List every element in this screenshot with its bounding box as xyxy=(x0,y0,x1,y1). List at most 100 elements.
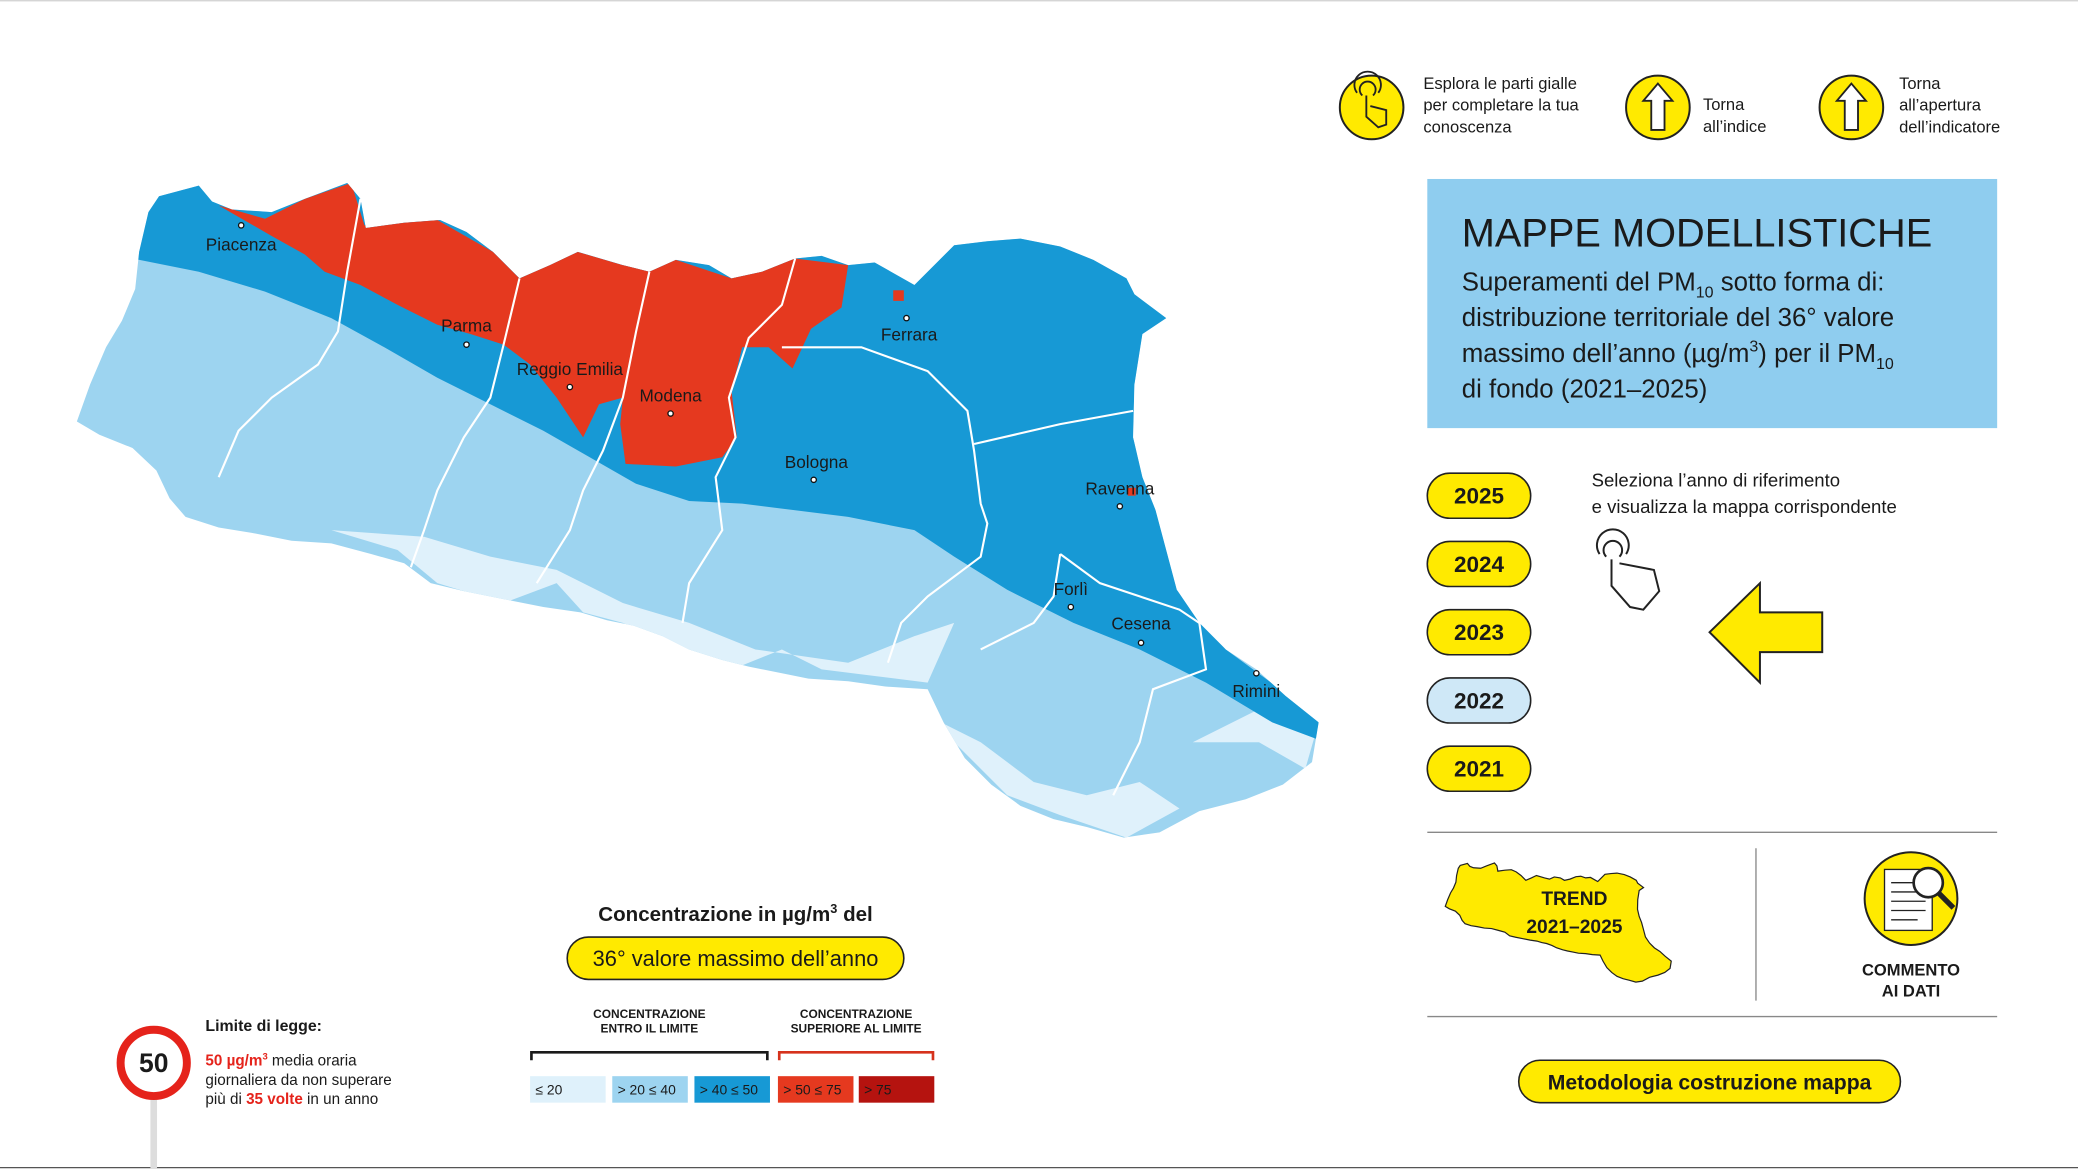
panel-subtitle: di fondo (2021–2025) xyxy=(1462,376,1708,404)
nav-label: all’indice xyxy=(1703,117,1766,136)
method-pill xyxy=(1517,1059,1902,1104)
map-layers xyxy=(79,182,1319,838)
year-pill xyxy=(1426,608,1532,656)
hand-icon xyxy=(1353,70,1388,129)
text-part: 3 xyxy=(262,1051,267,1062)
year-pill xyxy=(1426,677,1532,724)
magnifier xyxy=(1912,866,1945,899)
year-button[interactable]: 2022 xyxy=(1426,677,1532,724)
text-part: giornaliera da non superare xyxy=(205,1072,391,1089)
method-button[interactable]: Metodologia costruzione mappa xyxy=(1517,1059,1902,1104)
nav-label: all’apertura xyxy=(1899,96,1982,115)
year-button[interactable]: 2025 xyxy=(1426,472,1532,520)
comment-link[interactable] xyxy=(1863,851,1959,946)
text-part: massimo dell’anno (µg/m xyxy=(1462,340,1750,368)
text-part: in un anno xyxy=(303,1091,378,1108)
panel-subtitle: Superamenti del PM10 sotto forma di: xyxy=(1462,268,1885,301)
legend-class-label: > 40 ≤ 50 xyxy=(700,1082,759,1098)
instruction: Seleziona l’anno di riferimento xyxy=(1592,469,1840,490)
city-dot xyxy=(566,383,574,391)
text-part: distribuzione territoriale del 36° valor… xyxy=(1462,304,1894,332)
year-pill xyxy=(1426,745,1532,793)
text-part: sotto forma di: xyxy=(1714,268,1885,296)
city-label: Bologna xyxy=(785,452,849,472)
legend-group-label: CONCENTRAZIONE xyxy=(800,1007,913,1021)
city-dot xyxy=(667,410,674,417)
city-dot xyxy=(1137,639,1145,647)
border xyxy=(535,271,651,584)
year-button[interactable]: 2023 xyxy=(1426,608,1532,656)
legend-group-label: SUPERIORE AL LIMITE xyxy=(791,1021,922,1035)
legend-class-label: > 50 ≤ 75 xyxy=(783,1082,842,1098)
year-label: 2022 xyxy=(1454,688,1504,713)
nav-label: Esplora le parti gialle xyxy=(1423,74,1577,93)
nav-label: Torna xyxy=(1899,74,1941,93)
text-part: più di xyxy=(205,1091,246,1108)
nav-label: per completare la tua xyxy=(1423,96,1579,115)
high-cell xyxy=(1127,487,1136,496)
up-arrow xyxy=(1834,82,1868,131)
legend-heading: Concentrazione in µg/m3 del xyxy=(598,901,872,926)
document-lines xyxy=(1891,882,1926,921)
nav-explore[interactable] xyxy=(1338,70,1405,141)
title-panel xyxy=(1427,178,1998,429)
border xyxy=(781,346,989,664)
high-cell xyxy=(893,290,904,301)
city-dot xyxy=(463,341,470,348)
nav-index[interactable] xyxy=(1625,74,1691,141)
city-dot xyxy=(1067,603,1075,611)
city-dot xyxy=(237,222,245,229)
legend-swatch xyxy=(612,1076,688,1103)
year-label: 2021 xyxy=(1454,757,1504,782)
bracket xyxy=(777,1050,935,1061)
text-part: ) per il PM xyxy=(1758,340,1876,368)
legend-swatch xyxy=(858,1076,935,1103)
legend-group-label: ENTRO IL LIMITE xyxy=(601,1021,699,1035)
border xyxy=(973,409,1134,446)
nav-label: dell’indicatore xyxy=(1899,118,2000,137)
year-button[interactable]: 2024 xyxy=(1426,540,1532,588)
year-button[interactable]: 2021 xyxy=(1426,745,1532,793)
year-label: 2025 xyxy=(1454,484,1504,509)
text-part: Concentrazione in µg/m xyxy=(598,903,830,926)
comment-label: AI DATI xyxy=(1882,982,1941,1001)
city-label: Rimini xyxy=(1232,681,1280,701)
method-label: Metodologia costruzione mappa xyxy=(1548,1071,1872,1094)
city-label: Reggio Emilia xyxy=(517,359,624,379)
legend-swatch xyxy=(530,1076,606,1103)
limit-sign xyxy=(116,1025,191,1101)
city-dot xyxy=(903,314,910,322)
text-part: 10 xyxy=(1696,284,1714,302)
panel-subtitle: distribuzione territoriale del 36° valor… xyxy=(1462,304,1894,332)
province-borders xyxy=(217,198,1208,796)
low-zone xyxy=(927,715,1180,838)
panel-title: MAPPE MODELLISTICHE xyxy=(1462,212,1932,256)
nav-opening[interactable] xyxy=(1818,74,1885,141)
year-label: 2023 xyxy=(1454,620,1504,645)
legend-class-label: ≤ 20 xyxy=(535,1082,562,1098)
legend-class-label: > 20 ≤ 40 xyxy=(618,1082,677,1098)
nav-label: conoscenza xyxy=(1423,118,1512,137)
up-arrow xyxy=(1641,82,1675,131)
magnifier-handle xyxy=(1936,891,1956,910)
border xyxy=(980,553,1062,651)
city-label: Forlì xyxy=(1054,579,1088,599)
text-part: 50 µg/m xyxy=(205,1053,262,1070)
city-label: Parma xyxy=(441,315,492,335)
legend-swatch xyxy=(777,1076,854,1103)
legend-pill xyxy=(566,936,905,981)
limit-text: più di 35 volte in un anno xyxy=(205,1091,378,1108)
comment-label: COMMENTO xyxy=(1862,960,1960,979)
border xyxy=(217,198,362,478)
city-label: Piacenza xyxy=(206,235,277,255)
high-zone xyxy=(218,182,849,467)
year-pill xyxy=(1426,472,1532,520)
trend-label: TREND xyxy=(1541,889,1607,910)
nav-label: Torna xyxy=(1703,95,1745,114)
text-part: media oraria xyxy=(268,1053,357,1070)
nav-icon xyxy=(1338,74,1405,141)
text-part: del xyxy=(837,903,872,926)
legend-class-label: > 75 xyxy=(864,1082,892,1098)
legend-group-label: CONCENTRAZIONE xyxy=(593,1007,706,1021)
